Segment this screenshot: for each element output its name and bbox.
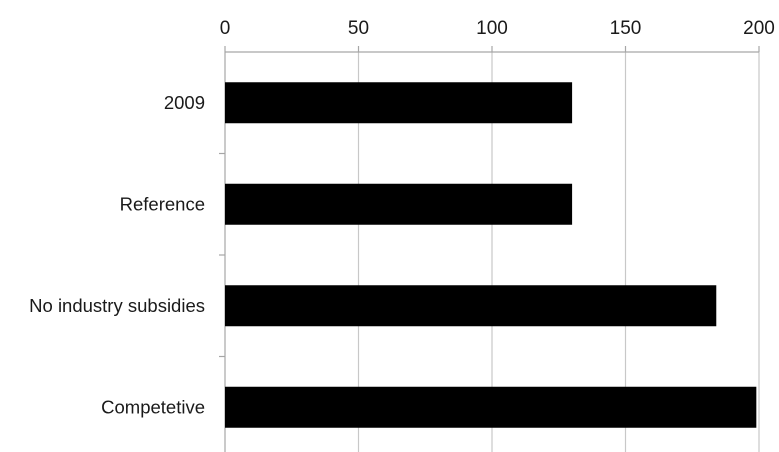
category-label: 2009 [164,92,205,113]
category-label: No industry subsidies [29,295,205,316]
category-label: Competetive [101,396,205,417]
bar-2009 [225,82,573,124]
x-tick-label: 100 [476,18,508,39]
x-tick-label: 50 [348,18,369,39]
bar-competetive [225,386,757,428]
bar-no-industry-subsidies [225,285,717,327]
bar-reference [225,183,573,225]
labels: 0 50 100 150 200 2009 Reference No industry sub… [29,18,775,417]
x-tick-label: 200 [743,18,775,39]
bars [225,82,757,428]
x-tick-label: 0 [220,18,231,39]
x-tick-label: 150 [610,18,642,39]
category-label: Reference [120,193,205,214]
